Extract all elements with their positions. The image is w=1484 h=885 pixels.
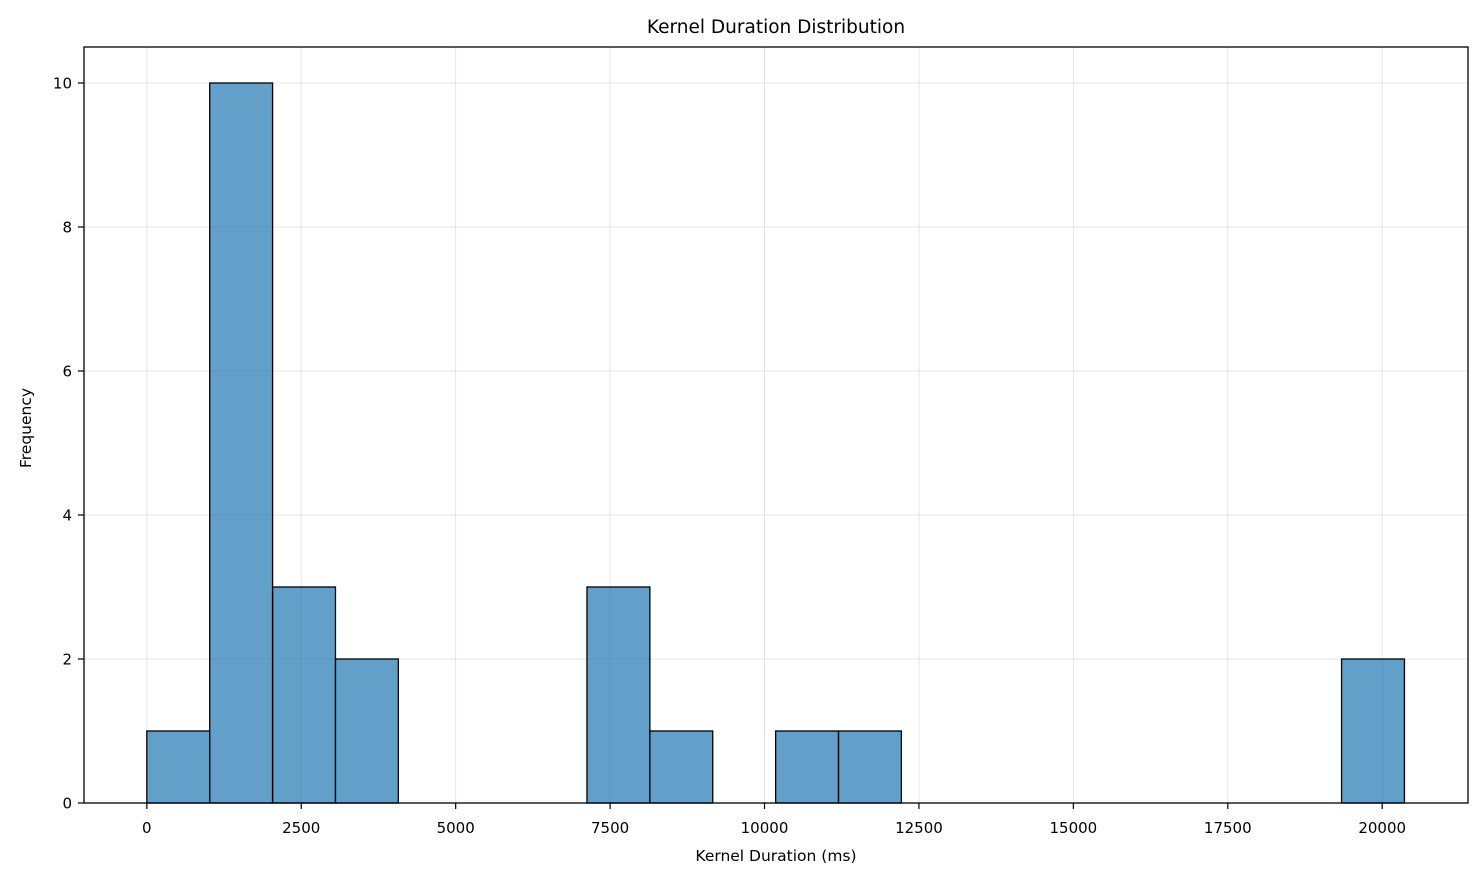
- y-axis-label: Frequency: [17, 388, 35, 468]
- x-axis-ticks: 0 2500 5000 7500 10000 12500 15000 17500 20000: [142, 803, 1406, 837]
- x-tick-label: 0: [142, 819, 152, 837]
- y-tick-label: 0: [62, 795, 72, 813]
- y-tick-label: 4: [62, 507, 72, 525]
- y-tick-label: 8: [62, 219, 72, 237]
- histogram-bar-2: [271, 586, 337, 804]
- y-tick-label: 6: [62, 363, 72, 381]
- histogram-bar-19: [1340, 658, 1406, 804]
- y-axis-ticks: 0 2 4 6 8 10: [53, 75, 84, 813]
- y-tick-label: 2: [62, 651, 72, 669]
- x-tick-label: 17500: [1204, 819, 1252, 837]
- x-tick-label: 20000: [1358, 819, 1406, 837]
- x-tick-label: 5000: [437, 819, 475, 837]
- x-axis-label: Kernel Duration (ms): [695, 847, 856, 865]
- x-tick-label: 15000: [1049, 819, 1097, 837]
- histogram-bar-0: [146, 730, 211, 804]
- x-tick-label: 7500: [591, 819, 629, 837]
- histogram-bar-1: [209, 82, 274, 804]
- chart-title: Kernel Duration Distribution: [647, 17, 905, 38]
- y-tick-label: 10: [53, 75, 72, 93]
- histogram-bar-7: [586, 586, 651, 804]
- histogram-bar-10: [774, 730, 840, 804]
- histogram-bar-8: [649, 730, 714, 804]
- x-tick-label: 2500: [282, 819, 320, 837]
- histogram-bar-3: [334, 658, 399, 804]
- plot-frame: [83, 46, 1469, 804]
- x-tick-label: 12500: [895, 819, 943, 837]
- x-tick-label: 10000: [741, 819, 789, 837]
- histogram-bar-11: [837, 730, 903, 804]
- histogram-bars: [146, 82, 1406, 804]
